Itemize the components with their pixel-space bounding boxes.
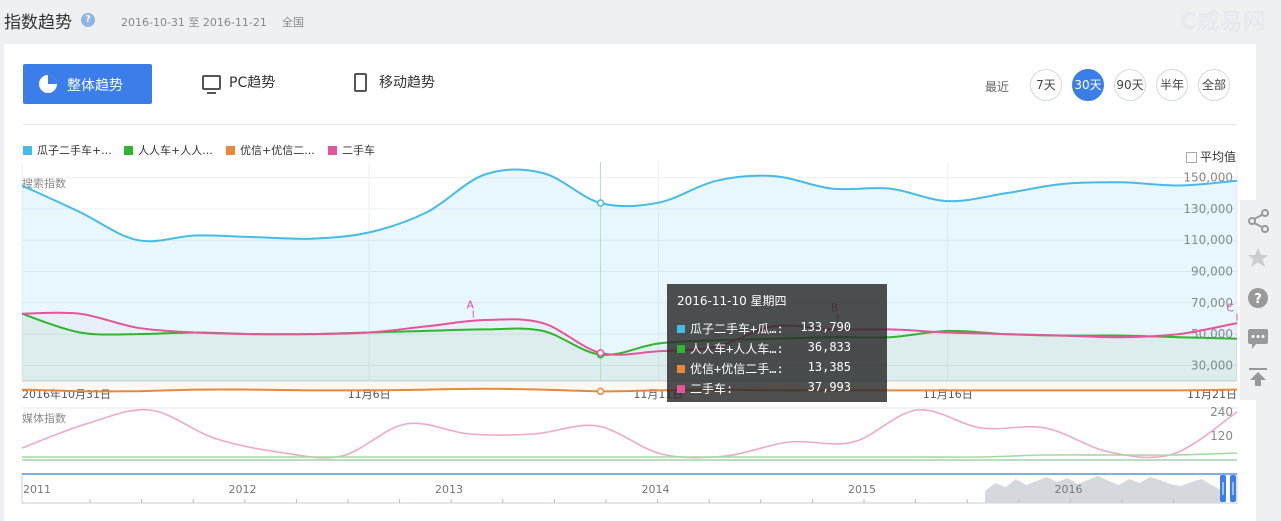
range-30d-button[interactable]: 30天 — [1072, 69, 1104, 101]
series-line — [21, 311, 1238, 356]
tooltip-row: 优信+优信二手…: 13,385 — [677, 360, 877, 377]
watermark-logo: C威易网 — [1180, 10, 1267, 35]
legend-swatch — [226, 146, 235, 155]
divider — [23, 124, 1237, 125]
chart-card — [4, 44, 1256, 521]
hover-point — [596, 199, 605, 207]
series-area — [22, 312, 1237, 381]
comment-icon[interactable] — [1248, 329, 1268, 349]
y-tick-label: 30,000 — [1191, 358, 1233, 372]
share-icon[interactable] — [1248, 209, 1269, 233]
x-tick-label: 11月21日 — [1187, 388, 1237, 401]
legend-swatch — [23, 146, 32, 155]
overview-year-label: 2011 — [23, 483, 51, 496]
series-line — [21, 387, 1238, 393]
back-to-top-icon[interactable] — [1249, 368, 1267, 386]
legend-item-youxin[interactable]: 优信+优信二... — [226, 142, 315, 158]
tab-pc-label: PC趋势 — [229, 75, 276, 91]
tooltip-date: 2016-11-10 星期四 — [677, 294, 787, 308]
media-series-line — [21, 452, 1238, 458]
checkbox-icon — [1186, 152, 1197, 163]
media-y-tick-label: 120 — [1210, 429, 1233, 443]
range-7d-button[interactable]: 7天 — [1030, 69, 1062, 101]
y-tick-label: 150,000 — [1183, 171, 1233, 185]
tooltip-label: 二手车: — [690, 382, 734, 396]
average-label: 平均值 — [1200, 150, 1237, 164]
y-tick-label: 70,000 — [1191, 296, 1233, 310]
region-label: 全国 — [282, 16, 304, 29]
hover-point — [596, 387, 605, 396]
tooltip-label: 人人车+人人车…: — [690, 342, 784, 356]
hover-point — [596, 349, 605, 357]
overview-year-label: 2012 — [229, 483, 257, 496]
y-tick-label: 130,000 — [1183, 202, 1233, 216]
tooltip-label: 瓜子二手车+瓜…: — [690, 322, 784, 336]
overview-year-label: 2016 — [1055, 483, 1083, 496]
tab-overall-trend[interactable]: 整体趋势 — [23, 64, 152, 104]
legend-item-ershouche[interactable]: 二手车 — [328, 142, 375, 158]
annotation-label: A — [467, 299, 475, 312]
overview-year-label: 2014 — [642, 483, 670, 496]
legend-label: 人人车+人人... — [138, 144, 213, 157]
tooltip-row: 二手车: 37,993 — [677, 380, 877, 397]
series-area — [22, 313, 1237, 381]
annotation-label: C — [1226, 302, 1234, 315]
y-tick-label: 110,000 — [1183, 233, 1233, 247]
tooltip-row: 人人车+人人车…: 36,833 — [677, 340, 877, 357]
legend-swatch — [328, 146, 337, 155]
tooltip-value: 13,385 — [807, 360, 851, 374]
overview-area — [985, 476, 1222, 503]
tooltip-value: 133,790 — [800, 320, 851, 334]
tab-mobile-trend[interactable]: 移动趋势 — [354, 72, 435, 92]
chart-tooltip: 2016-11-10 星期四 瓜子二手车+瓜…: 133,790 人人车+人人车…… — [667, 284, 887, 402]
tooltip-swatch — [677, 325, 685, 333]
media-y-tick-label: 240 — [1210, 405, 1233, 419]
date-range: 2016-10-31 至 2016-11-21 — [121, 16, 267, 29]
series-area — [22, 381, 1237, 392]
media-series-line — [21, 408, 1238, 459]
legend-label: 二手车 — [342, 144, 375, 157]
range-90d-button[interactable]: 90天 — [1114, 69, 1146, 101]
tab-overall-label: 整体趋势 — [67, 78, 123, 94]
side-toolbar: ? — [1240, 200, 1281, 400]
tooltip-label: 优信+优信二手…: — [690, 362, 784, 376]
recent-label: 最近 — [985, 80, 1010, 94]
question-icon[interactable]: ? — [81, 13, 95, 27]
legend-item-renren[interactable]: 人人车+人人... — [124, 142, 213, 158]
help-circle-icon[interactable]: ? — [1248, 288, 1268, 308]
range-all-button[interactable]: 全部 — [1198, 69, 1230, 101]
search-panel-label: 搜索指数 — [22, 176, 66, 190]
legend-label: 优信+优信二... — [240, 144, 315, 157]
tooltip-value: 37,993 — [807, 380, 851, 394]
media-panel-label: 媒体指数 — [22, 411, 66, 425]
tab-mobile-label: 移动趋势 — [379, 75, 435, 91]
tooltip-value: 36,833 — [807, 340, 851, 354]
phone-icon — [354, 73, 367, 92]
tab-pc-trend[interactable]: PC趋势 — [202, 72, 276, 94]
tooltip-swatch — [677, 345, 685, 353]
svg-text:?: ? — [1254, 292, 1262, 307]
legend-item-guazi[interactable]: 瓜子二手车+... — [23, 142, 112, 158]
average-toggle[interactable]: 平均值 — [1186, 148, 1236, 165]
series-line — [21, 168, 1238, 243]
tooltip-swatch — [677, 385, 685, 393]
top-bar: 指数趋势 ? 2016-10-31 至 2016-11-21 全国 C威易网 — [0, 0, 1281, 44]
overview-year-label: 2013 — [435, 483, 463, 496]
monitor-icon — [202, 75, 221, 94]
overview-year-label: 2015 — [848, 483, 876, 496]
pie-chart-icon — [39, 75, 57, 93]
series-area — [22, 169, 1237, 381]
range-half-year-button[interactable]: 半年 — [1156, 69, 1188, 101]
tooltip-row: 瓜子二手车+瓜…: 133,790 — [677, 320, 877, 337]
legend-label: 瓜子二手车+... — [37, 144, 112, 157]
page-title: 指数趋势 — [4, 13, 72, 33]
tooltip-swatch — [677, 365, 685, 373]
y-tick-label: 90,000 — [1191, 265, 1233, 279]
legend-swatch — [124, 146, 133, 155]
star-icon[interactable] — [1248, 248, 1268, 267]
